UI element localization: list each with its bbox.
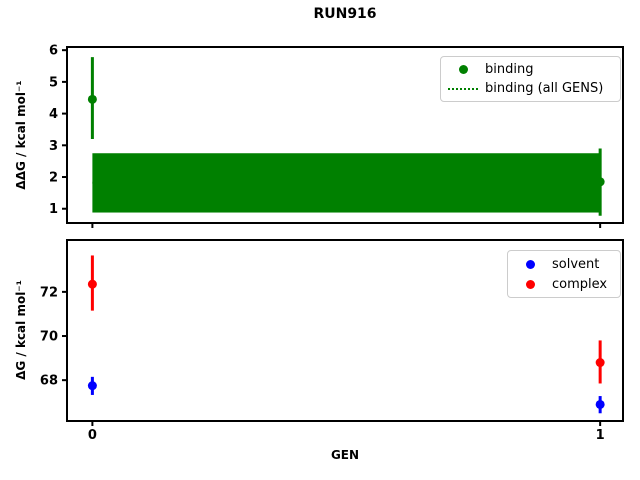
dotted-line-icon (448, 87, 478, 90)
x-tick-label: 1 (596, 428, 605, 443)
swatch-column (508, 259, 552, 269)
legend-label-binding: binding (485, 62, 534, 77)
point-solvent (87, 381, 97, 391)
legend-label-complex: complex (552, 276, 608, 292)
legend-entry-complex: complex (508, 274, 614, 294)
y-tick-label: 6 (49, 44, 58, 59)
y-tick-label: 68 (40, 374, 58, 389)
legend-entry-solvent: solvent (508, 254, 614, 274)
legend-entry-binding-all-gens: binding (all GENS) (441, 79, 614, 98)
point-complex (87, 279, 97, 289)
y-tick-label: 4 (49, 107, 58, 122)
solvent-marker-icon (525, 259, 535, 269)
point-binding (87, 94, 97, 104)
bottom-axes: 68 70 72 0 1 (40, 239, 624, 443)
point-solvent (595, 399, 605, 409)
y-tick-label: 5 (49, 75, 58, 90)
y-tick-label: 70 (40, 330, 58, 345)
axes-frame (66, 239, 624, 422)
chart-title: RUN916 (313, 6, 377, 22)
y-tick-label: 3 (49, 139, 58, 154)
point-binding (595, 177, 605, 187)
point-complex (595, 358, 605, 368)
legend-label-solvent: solvent (552, 256, 600, 272)
x-tick-label: 0 (88, 428, 97, 443)
axes-frame (66, 46, 624, 224)
swatch-column (441, 65, 485, 74)
top-axes: 1 2 3 4 5 6 (49, 44, 624, 228)
y-tick-label: 2 (49, 171, 58, 186)
legend-binding: binding binding (all GENS) (440, 56, 621, 102)
complex-marker-icon (525, 279, 535, 289)
legend-label-binding-all-gens: binding (all GENS) (485, 81, 604, 96)
swatch-column (508, 279, 552, 289)
x-axis-label: GEN (330, 448, 360, 462)
legend-solvent-complex: solvent complex (507, 250, 621, 298)
swatch-column (441, 87, 485, 90)
y-tick-label: 1 (49, 202, 58, 217)
legend-entry-binding: binding (441, 60, 614, 79)
binding-marker-icon (458, 65, 468, 74)
y-tick-label: 72 (40, 285, 58, 300)
